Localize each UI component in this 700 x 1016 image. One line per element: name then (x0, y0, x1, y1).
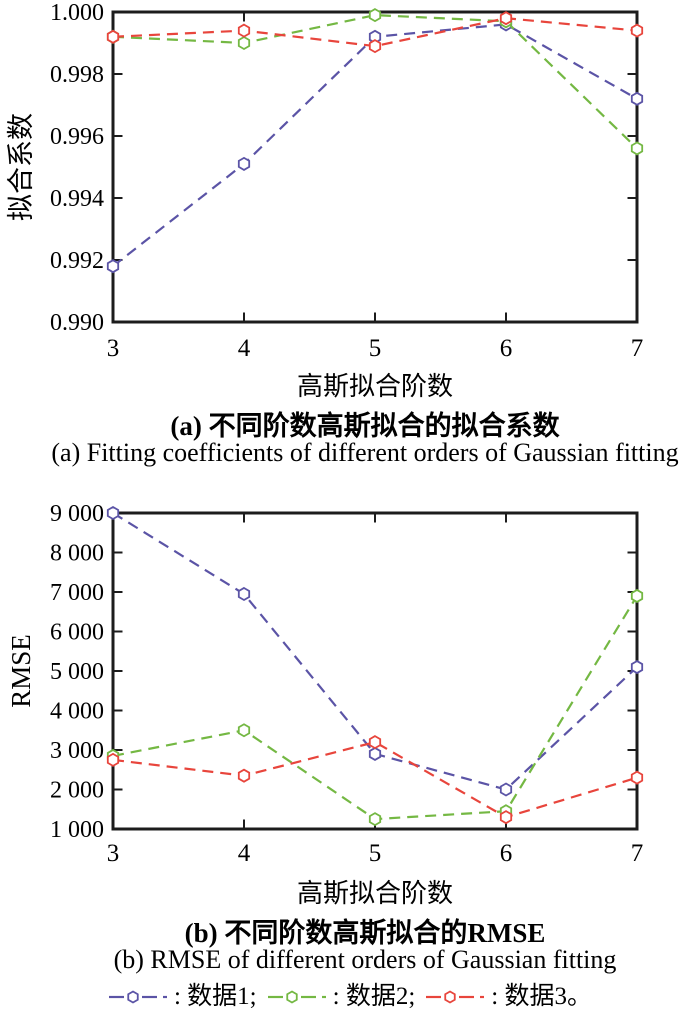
series-2-line (112, 595, 638, 821)
series-3-data-point-marker (106, 29, 120, 44)
legend-item-label: : 数据1; (173, 983, 257, 1010)
y-tick-label: 6 000 (50, 620, 104, 646)
legend-item-label: : 数据3。 (491, 983, 592, 1010)
series-3-data-point-marker (630, 23, 644, 38)
series-1-data-point-marker (237, 586, 251, 602)
series-2-data-point-marker (237, 723, 251, 738)
rmse-chart: 3 4 5 6 7 1 000 2 000 3 000 4 000 5 000 6 000 7 000… (50, 501, 644, 867)
data3-line-swatch-icon (426, 990, 485, 1004)
x-tick-label: 5 (369, 840, 382, 867)
x-tick-label: 5 (369, 335, 382, 362)
series-3-data-point-marker (237, 23, 251, 38)
x-tick-label: 6 (500, 840, 513, 867)
series-1-data-point-marker (368, 746, 382, 761)
legend: : 数据1; : 数据2; : 数据3。 (0, 981, 700, 1013)
data1-line-swatch-icon (108, 990, 167, 1004)
series-2-data-point-marker (237, 35, 251, 51)
series-3-data-point-marker (499, 810, 513, 825)
legend-item-data2: : 数据2; (267, 982, 416, 1012)
series-1-data-point-marker (499, 782, 513, 797)
y-axis-label-a: 拟合系数 (6, 113, 36, 221)
series-3-data-point-marker (368, 39, 382, 54)
caption-a-english: (a) Fitting coefficients of different or… (51, 438, 679, 467)
y-tick-label: 0.994 (50, 186, 104, 212)
series-1-data-point-marker (106, 259, 120, 274)
data2-line-swatch-icon (267, 990, 326, 1004)
caption-a-chinese: (a) 不同阶数高斯拟合的拟合系数 (170, 411, 560, 441)
y-tick-label: 1.000 (50, 0, 104, 26)
x-tick-label: 6 (500, 335, 513, 362)
y-tick-label: 1 000 (50, 817, 104, 843)
legend-item-data1: : 数据1; (108, 982, 257, 1012)
series-1-data-point-marker (630, 91, 644, 106)
swatch-marker (444, 990, 456, 1004)
y-tick-label: 3 000 (50, 738, 104, 764)
series-2-data-point-marker (630, 588, 644, 603)
y-tick-label: 0.990 (50, 310, 104, 336)
y-tick-label: 7 000 (50, 580, 104, 606)
caption-b-english: (b) RMSE of different orders of Gaussian… (113, 945, 617, 974)
series-1-data-point-marker (106, 505, 120, 521)
y-tick-label: 0.996 (50, 124, 104, 150)
series-3-data-point-marker (237, 768, 251, 783)
series-1-data-point-marker (237, 156, 251, 171)
series-1-line (112, 23, 638, 268)
swatch-marker (285, 990, 298, 1004)
x-tick-label: 4 (238, 840, 251, 867)
series-3-data-point-marker (106, 752, 120, 767)
x-axis-label-a: 高斯拟合阶数 (296, 372, 453, 401)
y-tick-label: 8 000 (50, 541, 104, 567)
series-3-data-point-marker (630, 770, 644, 785)
legend-item-label: : 数据2; (332, 983, 416, 1010)
x-tick-label: 7 (631, 840, 644, 867)
series-2-line (112, 13, 638, 150)
x-axis-label-b: 高斯拟合阶数 (296, 879, 453, 908)
y-tick-label: 2 000 (50, 778, 104, 804)
fitting-coefficient-chart: 3 4 5 6 7 0.990 0.992 0.994 0.996 0.998 1.000 (50, 0, 644, 362)
swatch-marker (127, 990, 139, 1004)
x-tick-label: 4 (238, 335, 251, 362)
y-tick-label: 9 000 (50, 501, 104, 527)
series-3-data-point-marker (499, 11, 513, 26)
y-tick-label: 0.992 (50, 248, 104, 274)
plot-border (111, 10, 639, 324)
x-tick-label: 7 (631, 335, 644, 362)
y-tick-label: 4 000 (50, 699, 104, 725)
series-1-data-point-marker (630, 660, 644, 675)
x-tick-label: 3 (107, 840, 120, 867)
caption-b-chinese: (b) 不同阶数高斯拟合的RMSE (184, 918, 546, 948)
y-tick-label: 0.998 (50, 62, 104, 88)
x-tick-label: 3 (107, 335, 120, 362)
legend-item-data3: : 数据3。 (425, 982, 592, 1012)
series-2-data-point-marker (630, 141, 644, 156)
y-axis-label-b: RMSE (6, 634, 36, 708)
series-3-data-point-marker (368, 735, 382, 750)
series-2-data-point-marker (368, 8, 382, 23)
series-3-line (112, 17, 638, 48)
series-2-data-point-marker (368, 812, 382, 827)
y-tick-label: 5 000 (50, 659, 104, 685)
